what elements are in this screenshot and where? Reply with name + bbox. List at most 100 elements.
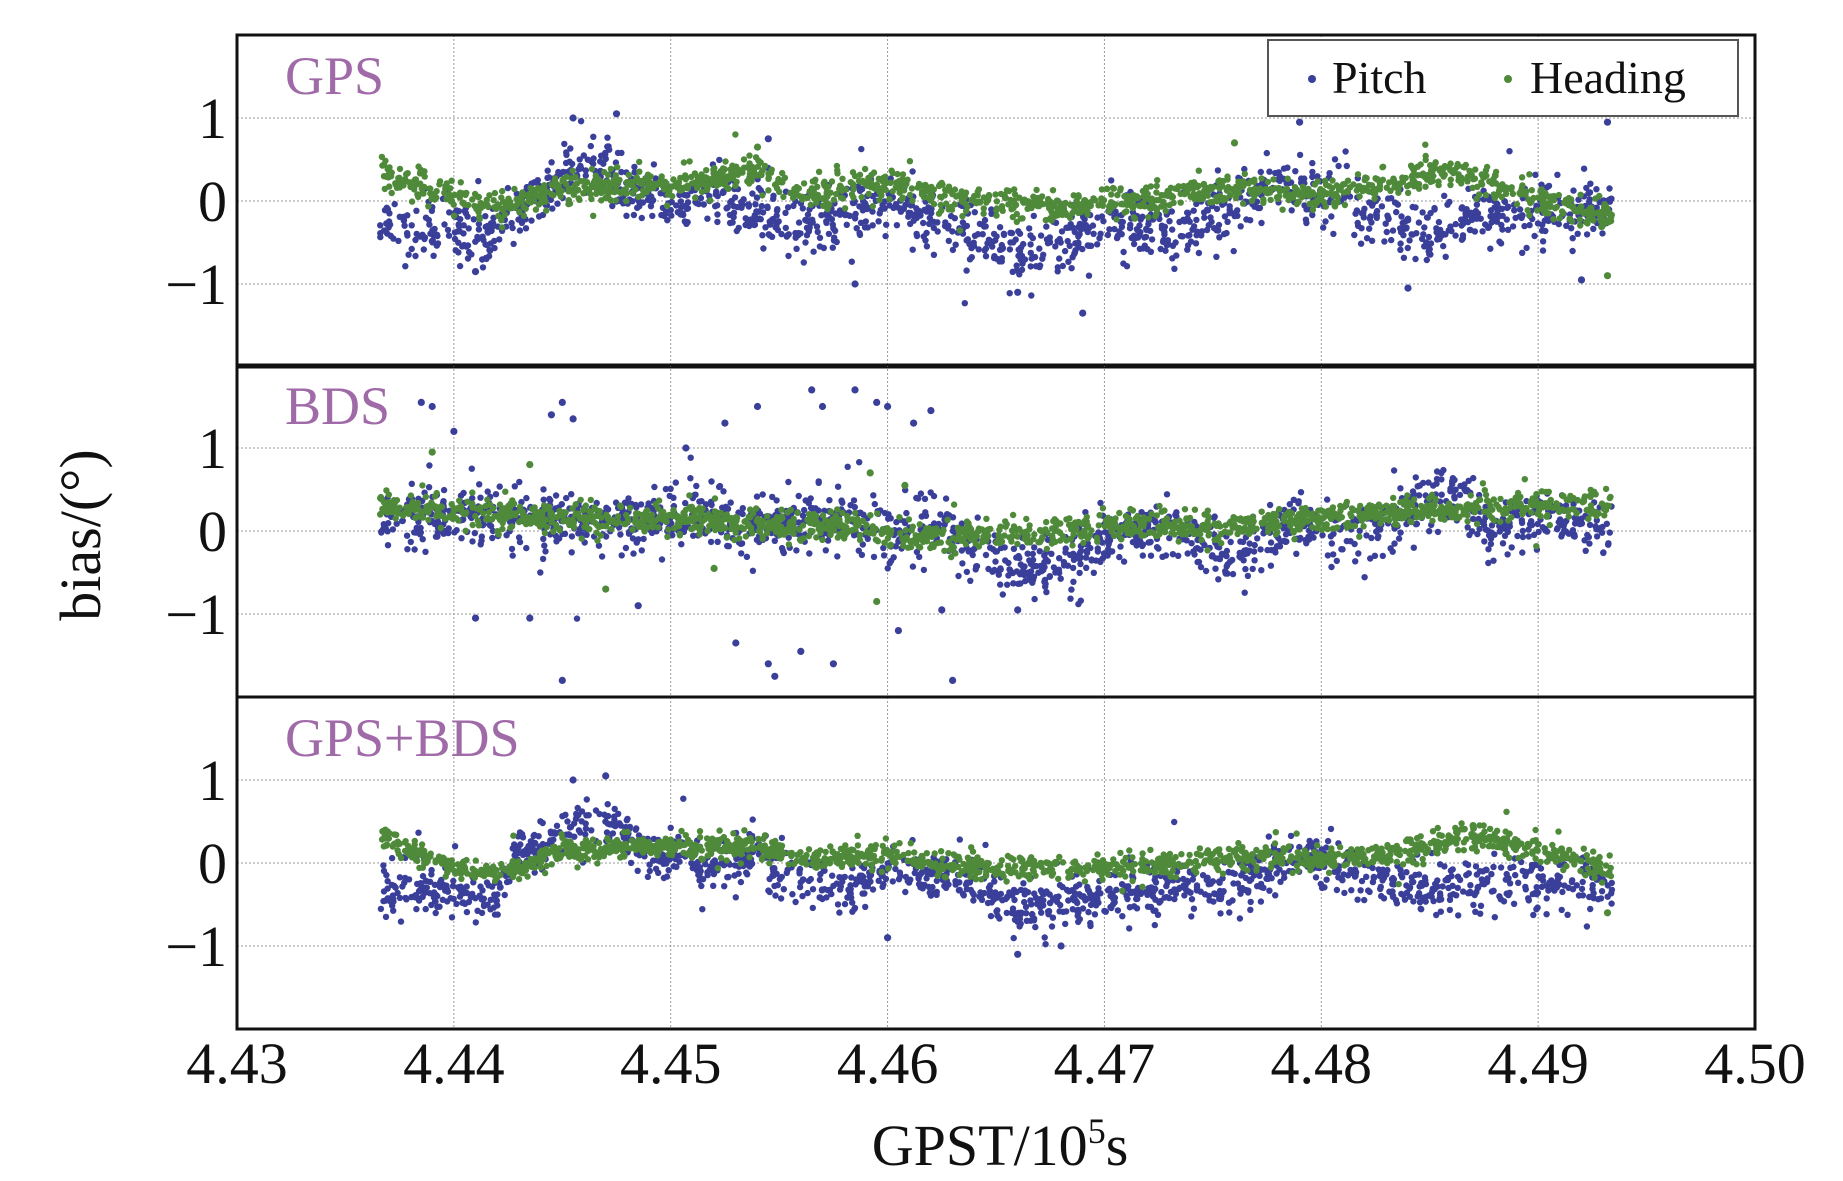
point-heading (909, 197, 916, 204)
point-pitch (1065, 258, 1072, 265)
point-heading (951, 186, 959, 193)
point-heading (1210, 183, 1217, 191)
point-pitch (458, 535, 465, 542)
point-pitch (1148, 236, 1156, 243)
point-pitch (1605, 540, 1612, 547)
point-heading (1309, 524, 1316, 531)
point-pitch (1569, 247, 1576, 255)
point-pitch (569, 160, 576, 168)
point-heading (1333, 199, 1340, 206)
point-pitch (1146, 539, 1154, 546)
point-heading (438, 503, 446, 511)
point-pitch (1452, 232, 1459, 239)
point-pitch (1010, 545, 1018, 552)
point-heading (520, 203, 527, 211)
point-pitch (1056, 555, 1063, 562)
point-pitch (1395, 535, 1403, 542)
point-pitch (440, 486, 448, 494)
point-pitch (652, 175, 659, 182)
point-pitch (1430, 482, 1437, 489)
point-pitch (770, 195, 777, 202)
point-pitch (843, 221, 850, 228)
point-heading (898, 179, 906, 186)
point-pitch (474, 236, 481, 243)
point-heading (1270, 176, 1277, 183)
point-heading (1260, 196, 1267, 203)
point-heading (839, 175, 846, 182)
point-heading (1108, 199, 1115, 206)
point-heading (485, 509, 493, 516)
point-pitch (1100, 217, 1107, 225)
point-pitch (981, 216, 989, 224)
point-pitch (692, 491, 699, 498)
point-pitch (1328, 563, 1335, 571)
point-pitch (1004, 581, 1011, 588)
point-heading (1146, 204, 1154, 211)
point-heading (1472, 166, 1479, 173)
point-pitch (1523, 244, 1530, 252)
point-pitch (760, 245, 767, 252)
point-heading (1513, 201, 1521, 208)
point-heading (807, 201, 814, 209)
point-pitch (477, 541, 484, 548)
outlier-pitch (558, 676, 566, 685)
point-heading (395, 175, 402, 182)
outlier-pitch (938, 606, 946, 614)
point-heading (491, 189, 499, 197)
point-pitch (753, 536, 761, 544)
outlier-pitch (417, 398, 425, 406)
point-pitch (1525, 533, 1533, 540)
point-heading (992, 191, 999, 198)
point-heading (417, 168, 424, 175)
point-heading (746, 152, 753, 159)
point-heading (1283, 511, 1290, 518)
point-heading (1329, 177, 1336, 184)
point-pitch (880, 544, 887, 552)
point-pitch (937, 511, 944, 518)
point-heading (1414, 172, 1421, 179)
point-pitch (1171, 265, 1178, 272)
point-pitch (1229, 570, 1237, 578)
point-pitch (1561, 527, 1568, 534)
point-pitch (523, 544, 530, 552)
point-heading (1001, 194, 1009, 202)
point-heading (983, 515, 990, 522)
point-heading (604, 171, 612, 178)
point-heading (1447, 176, 1455, 183)
point-pitch (1606, 185, 1613, 192)
point-heading (1437, 167, 1445, 174)
point-heading (1309, 206, 1317, 213)
point-pitch (1412, 474, 1420, 481)
point-heading (1497, 518, 1504, 525)
point-heading (935, 210, 943, 217)
point-pitch (1438, 491, 1445, 498)
point-pitch (1435, 218, 1443, 226)
point-heading (1103, 185, 1111, 192)
point-heading (532, 206, 540, 213)
point-heading (420, 190, 427, 197)
point-heading (1224, 176, 1231, 183)
point-pitch (836, 211, 844, 218)
point-pitch (831, 227, 839, 234)
point-heading (942, 186, 949, 194)
point-heading (1374, 176, 1381, 183)
point-heading (1258, 175, 1265, 182)
point-pitch (1504, 226, 1512, 233)
point-heading (1601, 512, 1608, 519)
point-pitch (979, 221, 987, 229)
point-pitch (1538, 227, 1546, 234)
point-pitch (632, 501, 639, 509)
point-pitch (1111, 225, 1118, 233)
point-pitch (618, 149, 625, 157)
point-pitch (1330, 230, 1337, 238)
point-heading (1537, 513, 1544, 520)
point-heading (1322, 203, 1330, 210)
point-pitch (959, 560, 966, 567)
point-heading (1281, 187, 1288, 194)
point-pitch (1503, 216, 1511, 223)
point-heading (461, 201, 468, 208)
point-pitch (1057, 575, 1064, 582)
point-heading (636, 158, 643, 166)
point-pitch (576, 156, 583, 163)
outlier-pitch (428, 402, 436, 411)
